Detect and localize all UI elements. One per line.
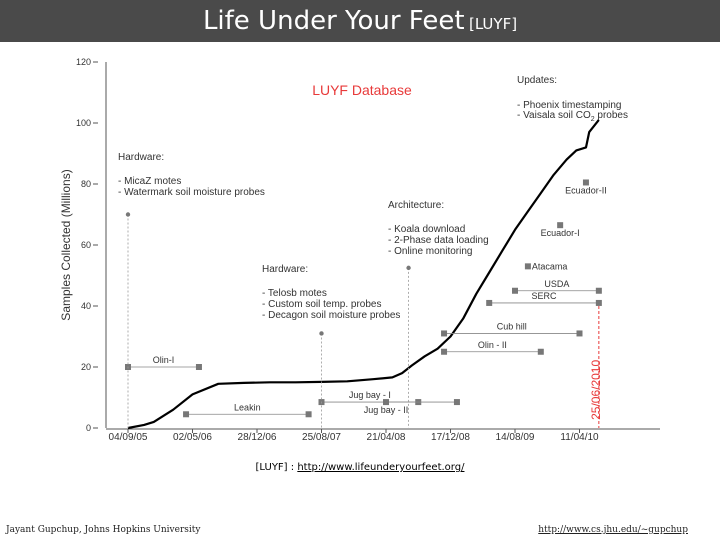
annotation-item: - Koala download [388, 224, 465, 235]
annotation-point [406, 265, 411, 271]
deployment-event: Atacama [524, 261, 568, 271]
deployment-event: USDA [512, 279, 602, 294]
slide-title: Life Under Your Feet [202, 6, 465, 36]
x-tick-label: 28/12/06 [238, 432, 277, 443]
x-tick-label: 02/05/06 [173, 432, 212, 443]
annotation-heading: Hardware: [262, 264, 308, 275]
annotation-item: - Telosb motes [262, 288, 327, 299]
annotation-item: - Custom soil temp. probes [262, 299, 382, 310]
deployment-event: Olin - II [441, 340, 544, 355]
annotation-block: Architecture: - Koala download- 2-Phase d… [388, 200, 489, 428]
x-tick-label: 25/08/07 [302, 432, 341, 443]
event-end-marker [537, 348, 544, 355]
deployment-event: Jug bay - II [364, 399, 460, 415]
slide-title-tag: [LUYF] [468, 15, 518, 33]
y-axis-label: Samples Collected (Millions) [59, 169, 73, 320]
event-label: Olin - II [478, 340, 507, 350]
y-tick-label: 80 [81, 179, 91, 189]
series-line [127, 119, 600, 430]
deployment-event: SERC [486, 291, 602, 306]
event-end-marker [595, 287, 602, 294]
annotation-item: - Online monitoring [388, 246, 472, 257]
event-end-marker [195, 364, 202, 370]
slide-title-bar: Life Under Your Feet [LUYF] [0, 0, 720, 42]
event-label: Olin-I [153, 355, 175, 365]
reference-line: [LUYF] : http://www.lifeunderyourfeet.or… [0, 462, 720, 473]
x-tick-label: 17/12/08 [431, 432, 470, 443]
event-start-marker [441, 330, 448, 337]
event-label: SERC [532, 291, 558, 301]
annotation-item: - Vaisala soil CO2 probes [517, 110, 628, 123]
annotation-item: - Phoenix timestamping [517, 100, 622, 111]
deployment-event: Cub hill [441, 321, 583, 337]
event-end-marker [453, 399, 460, 406]
event-label: Ecuador-II [565, 185, 607, 195]
event-marker [524, 263, 531, 270]
event-end-marker [576, 330, 583, 337]
event-start-marker [383, 399, 389, 406]
footer-author: Jayant Gupchup, Johns Hopkins University [6, 525, 201, 535]
event-label: Ecuador-I [541, 228, 580, 238]
annotation-item: - Watermark soil moisture probes [118, 187, 265, 198]
annotation-block: Hardware: - Telosb motes- Custom soil tem… [262, 264, 400, 428]
reference-link[interactable]: http://www.lifeunderyourfeet.org/ [297, 462, 465, 473]
reference-prefix: [LUYF] : [255, 462, 298, 473]
x-tick-label: 14/08/09 [496, 432, 535, 443]
annotation-heading: Updates: [517, 75, 557, 86]
y-tick-label: 0 [86, 423, 91, 433]
date-marker-label: 25/06/2010 [589, 360, 603, 420]
footer-url[interactable]: http://www.cs.jhu.edu/~gupchup [538, 525, 688, 535]
y-tick-label: 20 [81, 362, 91, 372]
event-start-marker [512, 287, 518, 294]
event-label: Jug bay - I [349, 390, 391, 400]
annotation-item: - MicaZ motes [118, 176, 181, 187]
event-end-marker [595, 299, 602, 306]
deployment-event: Ecuador-II [565, 179, 607, 195]
annotation-heading: Hardware: [118, 152, 164, 163]
event-marker [582, 179, 589, 186]
annotation-item: - 2-Phase data loading [388, 235, 489, 246]
y-tick-label: 100 [76, 118, 91, 128]
y-tick-label: 60 [81, 240, 91, 250]
luyf-database-chart: 0 20 40 60 80 100 120 04/09/05 02/05/06 28/12/06 2… [59, 57, 660, 443]
annotation-block: Updates: - Phoenix timestamping- Vaisala … [517, 75, 628, 123]
deployment-event: Ecuador-I [541, 222, 580, 238]
annotation-point [125, 212, 131, 217]
deployment-event: Olin-I [125, 355, 202, 370]
event-end-marker [305, 411, 312, 418]
annotation-block: Hardware: - MicaZ motes- Watermark soil m… [118, 152, 265, 428]
chart-title: LUYF Database [312, 82, 412, 98]
event-start-marker [441, 348, 448, 355]
event-label: USDA [544, 279, 569, 289]
event-start-marker [486, 299, 493, 306]
event-marker [557, 222, 564, 229]
event-label: Jug bay - II [364, 405, 409, 415]
annotation-point [319, 331, 324, 336]
event-start-marker [183, 411, 190, 418]
event-label: Atacama [532, 261, 568, 271]
deployment-event: Leakin [183, 402, 312, 418]
y-tick-label: 120 [76, 57, 91, 67]
annotation-heading: Architecture: [388, 200, 444, 211]
x-tick-label: 21/04/08 [367, 432, 406, 443]
event-label: Cub hill [497, 321, 527, 331]
event-label: Leakin [234, 402, 261, 412]
x-tick-label: 04/09/05 [109, 432, 148, 443]
y-tick-label: 40 [81, 301, 91, 311]
annotation-item: - Decagon soil moisture probes [262, 310, 400, 321]
x-tick-label: 11/04/10 [560, 432, 599, 443]
deployment-event: Jug bay - I [318, 390, 422, 406]
